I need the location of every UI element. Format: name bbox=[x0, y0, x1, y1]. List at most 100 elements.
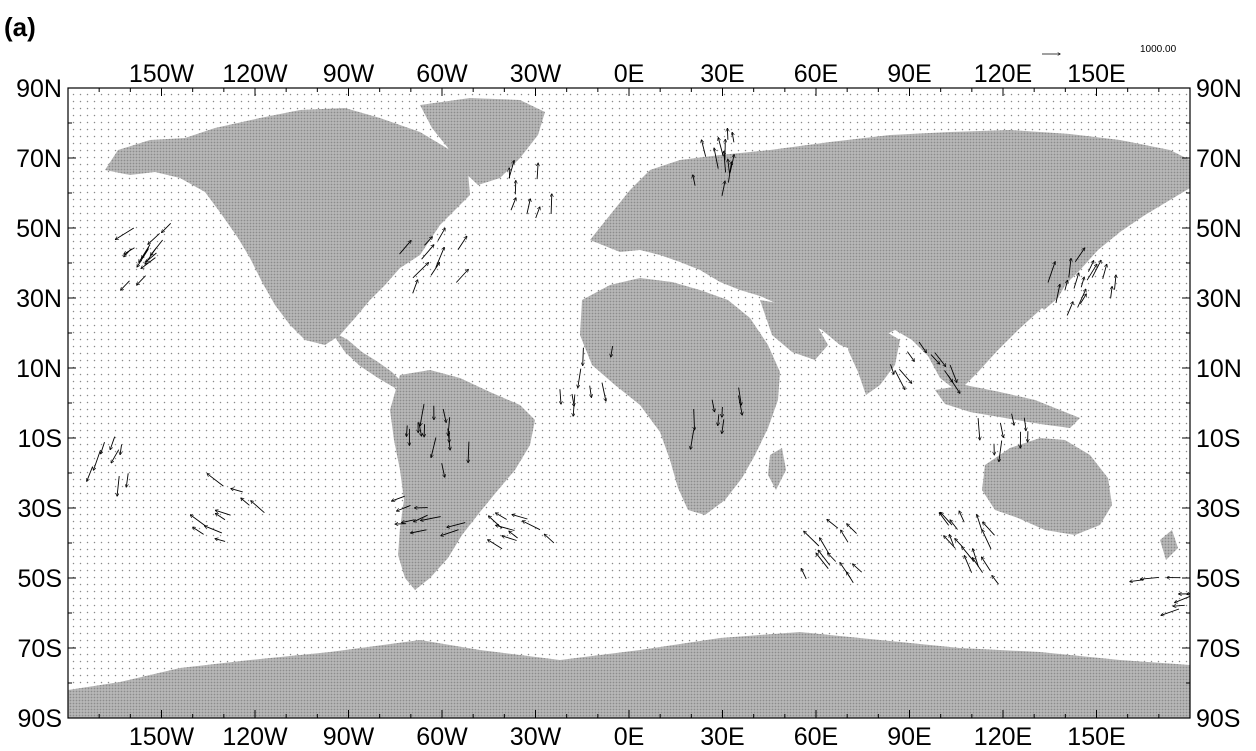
vector-cluster-northwest-pacific-east-of-japan bbox=[1047, 248, 1116, 316]
wind-vector-arrow bbox=[468, 441, 469, 463]
x-tick-label-top: 30W bbox=[510, 60, 562, 88]
wind-vector-arrow bbox=[421, 245, 434, 260]
wind-vector-arrow bbox=[1140, 576, 1159, 579]
wind-vector-arrow bbox=[907, 351, 914, 362]
wind-vector-arrow bbox=[116, 227, 135, 239]
wind-vector-arrow bbox=[722, 419, 725, 433]
wind-vector-arrow bbox=[977, 418, 980, 440]
wind-vector-arrow bbox=[137, 275, 146, 285]
wind-vector-arrow bbox=[193, 527, 204, 535]
wind-vector-arrow bbox=[801, 569, 807, 580]
x-tick-label-top: 90W bbox=[323, 60, 375, 88]
x-tick-label-top: 150W bbox=[129, 60, 195, 88]
wind-vector-arrow bbox=[1079, 294, 1086, 304]
landmass-southeast-asia-islands bbox=[935, 385, 1080, 428]
wind-vector-arrow bbox=[955, 539, 964, 548]
x-tick-label-bottom: 150E bbox=[1067, 723, 1125, 751]
wind-vector-arrow bbox=[435, 247, 444, 268]
y-tick-label-right: 10S bbox=[1196, 425, 1240, 453]
vector-cluster-tropical-atlantic bbox=[560, 346, 613, 416]
wind-vector-arrow bbox=[1086, 264, 1097, 281]
y-tick-label-right: 90N bbox=[1196, 75, 1242, 103]
wind-vector-arrow bbox=[424, 424, 425, 437]
wind-vector-arrow bbox=[982, 557, 991, 571]
wind-vector-arrow bbox=[399, 241, 412, 255]
wind-vector-arrow bbox=[728, 159, 730, 174]
wind-vector-arrow bbox=[853, 564, 863, 573]
wind-vector-arrow bbox=[1073, 273, 1079, 289]
vector-cluster-arctic-siberia-coast bbox=[693, 129, 734, 196]
y-tick-label-right: 90S bbox=[1196, 705, 1240, 733]
wind-vector-arrow bbox=[894, 369, 905, 389]
wind-vector-arrow bbox=[496, 513, 507, 520]
wind-vector-arrow bbox=[509, 531, 518, 539]
wind-vector-arrow bbox=[611, 346, 613, 357]
y-tick-label-right: 70S bbox=[1196, 635, 1240, 663]
wind-vector-arrow bbox=[727, 129, 728, 140]
axis-labels: 150W 150W 120W 120W 90W 90W 60W 60W 30W 30W 0E 0E 30… bbox=[16, 60, 1242, 751]
wind-vector-arrow bbox=[1173, 605, 1185, 606]
wind-vector-arrow bbox=[1068, 259, 1071, 278]
wind-vector-arrow bbox=[1102, 264, 1107, 280]
wind-vector-arrow bbox=[732, 133, 734, 143]
wind-vector-arrow bbox=[537, 163, 538, 180]
wind-vector-arrow bbox=[964, 556, 973, 573]
wind-vector-arrow bbox=[551, 194, 552, 215]
vector-cluster-north-pacific-gulf-of-alaska bbox=[116, 222, 172, 290]
x-tick-label-top: 60E bbox=[794, 60, 838, 88]
wind-vector-arrow bbox=[918, 341, 926, 353]
wind-vector-arrow bbox=[818, 550, 831, 566]
vector-cluster-south-indian-ocean bbox=[801, 520, 863, 583]
wind-vector-arrow bbox=[944, 370, 953, 383]
wind-vector-arrow bbox=[215, 539, 226, 542]
wind-vector-arrow bbox=[982, 530, 992, 550]
wind-vector-arrow bbox=[738, 387, 742, 405]
wind-vector-arrow bbox=[999, 440, 1003, 462]
wind-vector-arrow bbox=[145, 247, 157, 264]
wind-vector-arrow bbox=[1091, 260, 1101, 278]
wind-vector-arrow bbox=[457, 236, 467, 250]
wind-vector-arrow bbox=[601, 382, 606, 401]
wind-vector-arrow bbox=[950, 535, 955, 546]
wind-vector-arrow bbox=[973, 549, 979, 567]
wind-vector-arrow bbox=[251, 501, 265, 514]
wind-vector-arrow bbox=[718, 414, 719, 425]
vector-cluster-north-atlantic-central bbox=[509, 161, 552, 219]
x-tick-label-bottom: 30W bbox=[510, 723, 562, 751]
x-tick-label-bottom: 150W bbox=[129, 723, 195, 751]
wind-vector-arrow bbox=[1080, 277, 1084, 288]
wind-vector-arrow bbox=[959, 511, 965, 523]
wind-vector-arrow bbox=[1055, 284, 1060, 303]
x-tick-label-bottom: 0E bbox=[614, 723, 645, 751]
x-tick-label-bottom: 120E bbox=[974, 723, 1032, 751]
landmass-new-zealand bbox=[1160, 530, 1178, 560]
wind-vector-arrow bbox=[510, 198, 516, 211]
wind-vector-arrow bbox=[890, 364, 894, 374]
landmass-layer bbox=[68, 98, 1190, 718]
wind-vector-arrow bbox=[590, 385, 592, 398]
panel-label: (a) bbox=[4, 12, 36, 42]
y-tick-label-right: 70N bbox=[1196, 145, 1242, 173]
wind-vector-arrow bbox=[693, 175, 696, 186]
wind-vector-arrow bbox=[488, 540, 503, 550]
y-tick-label-left: 90N bbox=[16, 75, 62, 103]
wind-vector-arrow bbox=[441, 463, 445, 477]
wind-vector-arrow bbox=[820, 538, 830, 555]
x-tick-label-top: 120W bbox=[222, 60, 288, 88]
x-tick-label-top: 120E bbox=[974, 60, 1032, 88]
wind-vector-arrow bbox=[124, 248, 132, 257]
wind-vector-arrow bbox=[1111, 287, 1113, 299]
y-tick-label-left: 50N bbox=[16, 215, 62, 243]
wind-vector-arrow bbox=[721, 181, 725, 196]
wind-vector-arrow bbox=[407, 425, 408, 437]
wind-vector-arrow bbox=[437, 228, 445, 241]
wind-vector-arrow bbox=[139, 244, 151, 262]
x-tick-label-bottom: 30E bbox=[700, 723, 744, 751]
wind-vector-arrow bbox=[899, 369, 911, 383]
reference-vector-label: 1000.00 bbox=[1140, 44, 1177, 55]
wind-vector-arrow bbox=[583, 347, 584, 366]
x-tick-label-top: 30E bbox=[700, 60, 744, 88]
wind-vector-arrow bbox=[691, 429, 695, 449]
wind-vector-arrow bbox=[816, 553, 829, 569]
